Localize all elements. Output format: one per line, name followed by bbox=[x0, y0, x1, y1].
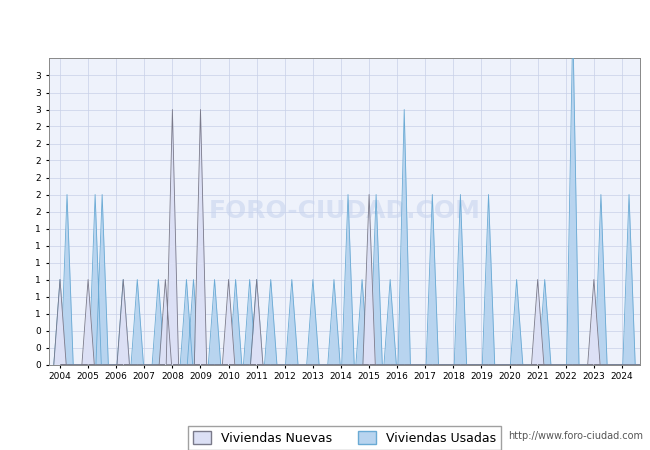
Text: Aldeaquemada - Evolucion del Nº de Transacciones Inmobiliarias: Aldeaquemada - Evolucion del Nº de Trans… bbox=[64, 17, 586, 32]
Text: http://www.foro-ciudad.com: http://www.foro-ciudad.com bbox=[508, 431, 644, 441]
Text: FORO-CIUDAD.COM: FORO-CIUDAD.COM bbox=[209, 199, 480, 224]
Legend: Viviendas Nuevas, Viviendas Usadas: Viviendas Nuevas, Viviendas Usadas bbox=[188, 427, 501, 450]
